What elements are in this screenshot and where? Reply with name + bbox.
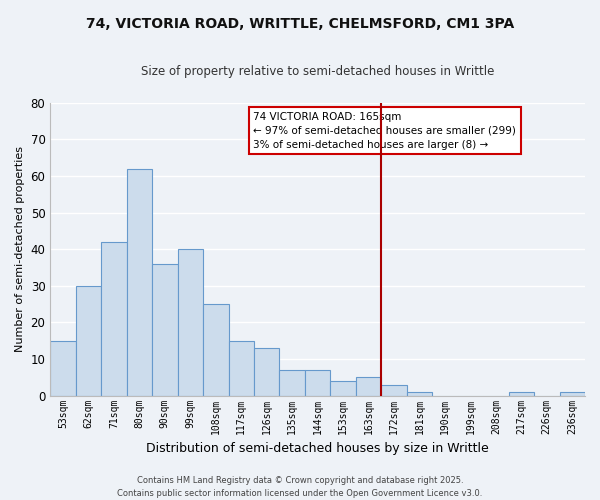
Bar [560,392,585,396]
Text: 74, VICTORIA ROAD, WRITTLE, CHELMSFORD, CM1 3PA: 74, VICTORIA ROAD, WRITTLE, CHELMSFORD, … [86,18,514,32]
Bar [152,264,178,396]
Bar [331,381,356,396]
Bar [509,392,534,396]
Bar [356,378,382,396]
Bar [178,249,203,396]
Bar [76,286,101,396]
Bar [254,348,280,396]
Y-axis label: Number of semi-detached properties: Number of semi-detached properties [15,146,25,352]
Bar [50,340,76,396]
Title: Size of property relative to semi-detached houses in Writtle: Size of property relative to semi-detach… [141,65,494,78]
Bar [203,304,229,396]
X-axis label: Distribution of semi-detached houses by size in Writtle: Distribution of semi-detached houses by … [146,442,489,455]
Bar [127,168,152,396]
Bar [382,384,407,396]
Bar [305,370,331,396]
Bar [101,242,127,396]
Text: 74 VICTORIA ROAD: 165sqm
← 97% of semi-detached houses are smaller (299)
3% of s: 74 VICTORIA ROAD: 165sqm ← 97% of semi-d… [253,112,517,150]
Text: Contains HM Land Registry data © Crown copyright and database right 2025.
Contai: Contains HM Land Registry data © Crown c… [118,476,482,498]
Bar [407,392,432,396]
Bar [229,340,254,396]
Bar [280,370,305,396]
